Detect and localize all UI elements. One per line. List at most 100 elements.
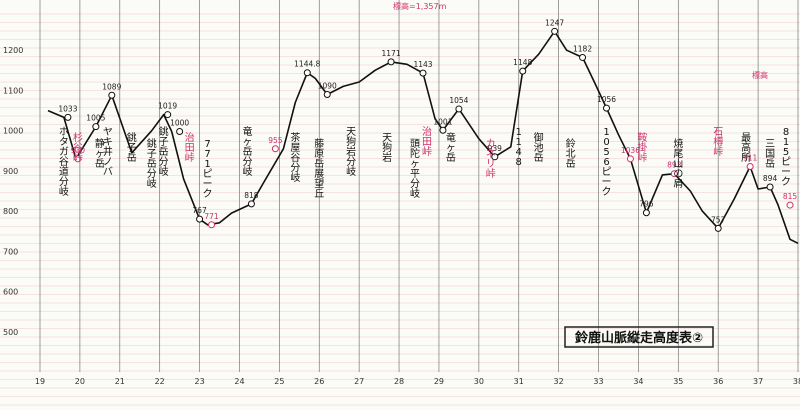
place-label: 銚子岳分岐 — [159, 125, 169, 178]
vertical-gridlines — [39, 0, 799, 372]
elevation-profile-line — [47, 30, 799, 245]
place-label: 杉谷峠 — [73, 131, 83, 164]
point-1054 — [455, 105, 463, 113]
point-930 — [74, 155, 82, 163]
elevation-label-767: 767 — [192, 206, 207, 215]
point-894 — [766, 183, 774, 191]
elevation-label-815: 815 — [783, 192, 798, 201]
y-tick-1100: 1100 — [3, 86, 23, 95]
x-tick-20: 20 — [75, 377, 85, 386]
elevation-label-771: 771 — [204, 212, 219, 221]
y-tick-1200: 1200 — [3, 46, 23, 55]
elevation-label-1019: 1019 — [158, 102, 177, 111]
point-1143 — [419, 69, 427, 77]
elevation-label-911: 911 — [743, 153, 758, 162]
x-tick-26: 26 — [314, 377, 324, 386]
x-tick-30: 30 — [474, 377, 484, 386]
place-label: 茶屋谷分岐 — [290, 131, 300, 184]
y-tick-600: 600 — [3, 288, 18, 297]
elevation-label-939: 939 — [488, 144, 503, 153]
elevation-label-893: 893 — [667, 161, 682, 170]
horizontal-gridlines — [0, 13, 800, 406]
profile-points — [64, 27, 794, 232]
point-1182 — [579, 53, 587, 61]
elevation-label-1005: 1005 — [86, 114, 105, 123]
x-tick-24: 24 — [234, 377, 244, 386]
place-label: 藤原岳展望丘 — [314, 138, 324, 200]
x-tick-31: 31 — [514, 377, 524, 386]
y-axis-tick-labels: 1200 1100 1000 900 800 700 600 500 — [3, 46, 23, 337]
place-label: 天狗岩 — [382, 133, 392, 164]
x-tick-23: 23 — [194, 377, 204, 386]
point-1171 — [387, 58, 395, 66]
place-label: 最高所 — [741, 132, 751, 164]
point-1089 — [108, 91, 116, 99]
point-1090 — [323, 90, 331, 98]
place-label: 鈴北岳 — [566, 137, 576, 170]
y-tick-800: 800 — [3, 207, 18, 216]
point-757 — [714, 224, 722, 232]
x-tick-25: 25 — [274, 377, 284, 386]
x-tick-38: 38 — [793, 377, 800, 386]
point-1001 — [439, 126, 447, 134]
point-818 — [247, 200, 255, 208]
point-1033 — [64, 113, 72, 121]
point-815 — [786, 201, 794, 209]
point-939 — [491, 153, 499, 161]
elevation-label-1033: 1033 — [58, 104, 77, 113]
place-label: 7 7 1 ピーク — [203, 139, 213, 200]
place-label: 天狗岩分岐 — [346, 127, 356, 178]
y-tick-500: 500 — [3, 328, 18, 337]
point-1000 — [176, 127, 184, 135]
x-tick-19: 19 — [35, 377, 45, 386]
place-label: 銚子岳分岐 — [147, 137, 157, 190]
place-label: 治田峠 — [185, 131, 195, 164]
x-tick-28: 28 — [394, 377, 404, 386]
annotation-top-elevation: 標高=1,357m — [393, 1, 447, 11]
elevation-label-1171: 1171 — [382, 49, 401, 58]
x-tick-21: 21 — [115, 377, 125, 386]
place-label: カネリ峠 — [486, 138, 496, 180]
elevation-label-818: 818 — [244, 191, 259, 200]
elevation-label-930: 930 — [71, 146, 86, 155]
elevation-label-1144.8: 1144.8 — [294, 60, 320, 69]
x-tick-35: 35 — [673, 377, 683, 386]
place-label: 焼尾山の肩 — [673, 138, 683, 190]
annotation-elevation-right: 標高 — [752, 70, 768, 80]
point-1019 — [164, 111, 172, 119]
x-tick-36: 36 — [713, 377, 723, 386]
point-771 — [208, 221, 216, 229]
elevation-label-1090: 1090 — [318, 81, 337, 90]
x-tick-37: 37 — [753, 377, 763, 386]
elevation-label-1056: 1056 — [597, 95, 616, 104]
point-955 — [271, 145, 279, 153]
place-label: 竜ヶ岳 — [446, 131, 456, 164]
place-label: ホタガ谷道分岐 — [59, 126, 69, 198]
place-label: ヤキ井ノバ — [103, 127, 113, 178]
x-tick-33: 33 — [593, 377, 603, 386]
elevation-label-796: 796 — [639, 200, 654, 209]
place-label: 静ヶ岳 — [95, 137, 105, 170]
x-tick-29: 29 — [434, 377, 444, 386]
point-1036 — [626, 155, 634, 163]
elevation-label-1001: 1001 — [433, 117, 452, 126]
y-tick-700: 700 — [3, 247, 18, 256]
chart-title-box: 鈴鹿山脈縦走高度表② — [564, 326, 714, 348]
y-tick-900: 900 — [3, 167, 18, 176]
place-label: 竜ヶ岳分岐 — [242, 125, 252, 178]
elevation-label-1182: 1182 — [573, 44, 592, 53]
elevation-label-1148: 1148 — [513, 58, 532, 67]
point-1247 — [551, 27, 559, 35]
place-label: 鞍掛峠 — [637, 131, 647, 164]
place-label: 1 0 5 6 ピーク — [602, 127, 612, 198]
point-911 — [746, 162, 754, 170]
elevation-label-1089: 1089 — [102, 82, 121, 91]
point-1056 — [603, 104, 611, 112]
y-tick-1000: 1000 — [3, 127, 23, 136]
point-1148 — [519, 67, 527, 75]
elevation-label-955: 955 — [268, 136, 283, 145]
